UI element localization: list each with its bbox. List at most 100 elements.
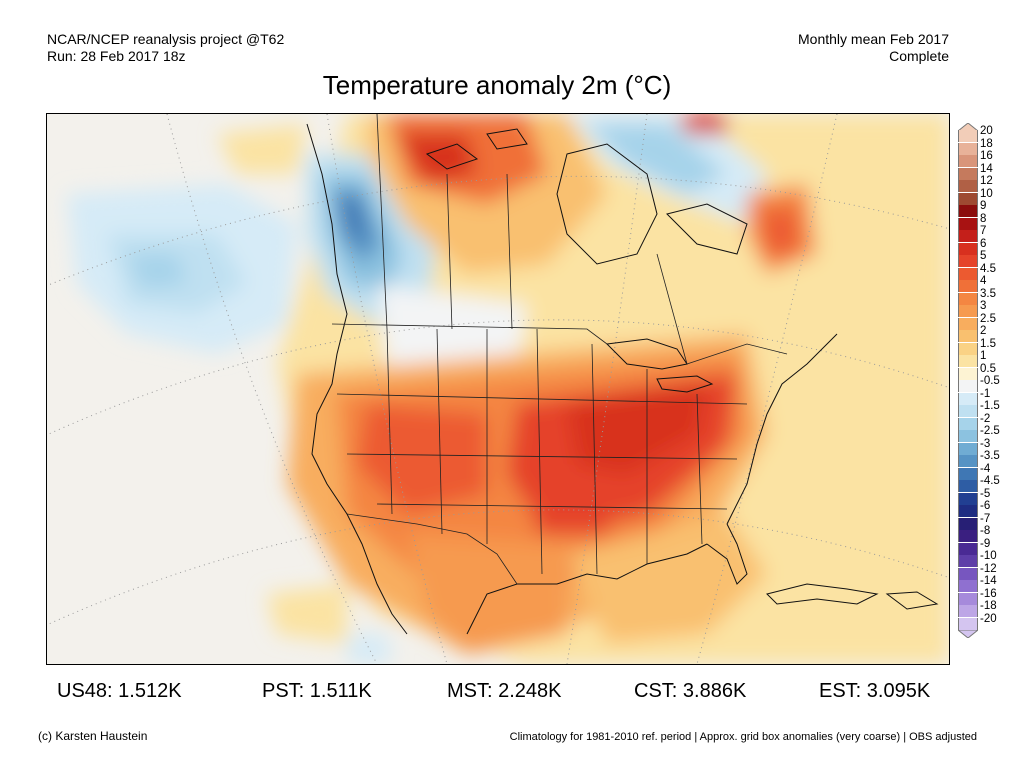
colorbar-swatch: [958, 567, 978, 580]
colorbar-label: -4: [980, 462, 991, 475]
colorbar-swatch: [958, 142, 978, 155]
stat-us48: US48: 1.512K: [57, 680, 182, 702]
colorbar-label: 9: [980, 200, 987, 212]
colorbar-swatch: [958, 580, 978, 592]
colorbar-swatch: [958, 392, 978, 405]
colorbar-swatch: [958, 167, 978, 180]
colorbar-label: -1: [980, 387, 991, 400]
colorbar-swatch: [958, 330, 978, 342]
colorbar-label: 8: [980, 212, 987, 225]
colorbar-swatch: [958, 592, 978, 605]
map-canvas: [47, 114, 949, 664]
colorbar-label: -3.5: [980, 450, 1000, 462]
colorbar-label: 0.5: [980, 362, 996, 375]
graticule: [47, 114, 949, 664]
colorbar-swatch: [958, 267, 978, 280]
climatology-note: Climatology for 1981-2010 ref. period | …: [509, 731, 977, 743]
status-text: Complete: [889, 48, 949, 64]
colorbar-swatch: [958, 505, 978, 517]
run-text: Run: 28 Feb 2017 18z: [47, 48, 186, 64]
colorbar-label: 20: [980, 125, 993, 137]
colorbar-swatch: [958, 305, 978, 317]
colorbar-label: 6: [980, 237, 987, 250]
colorbar-top-arrow: [958, 123, 978, 131]
colorbar-swatch: [958, 205, 978, 217]
colorbar-label: -0.5: [980, 375, 1000, 387]
colorbar-swatch: [958, 417, 978, 430]
colorbar-swatch: [958, 367, 978, 380]
colorbar-label: 2: [980, 325, 987, 337]
coastlines: [306, 123, 939, 635]
colorbar-swatch: [958, 230, 978, 242]
colorbar-swatch: [958, 617, 978, 630]
colorbar-swatch: [958, 467, 978, 480]
colorbar-label: 3: [980, 300, 987, 312]
colorbar-swatch: [958, 405, 978, 417]
colorbar-swatch: [958, 280, 978, 292]
colorbar-bottom-arrow: [958, 630, 978, 638]
stat-pst: PST: 1.511K: [262, 680, 372, 702]
credit-text: (c) Karsten Haustein: [38, 729, 148, 743]
colorbar-label: 14: [980, 162, 993, 175]
header-right: Monthly mean Feb 2017 Complete: [798, 31, 949, 65]
colorbar-swatch: [958, 255, 978, 267]
colorbar-swatch: [958, 555, 978, 567]
stat-cst: CST: 3.886K: [634, 680, 747, 702]
colorbar-label: -1.5: [980, 400, 1000, 412]
source-text: NCAR/NCEP reanalysis project @T62: [47, 31, 285, 47]
colorbar-swatch: [958, 380, 978, 392]
colorbar-swatch: [958, 480, 978, 492]
colorbar-swatch: [958, 242, 978, 255]
stat-mst: MST: 2.248K: [447, 680, 562, 702]
colorbar-label: -3: [980, 437, 991, 450]
colorbar-swatch: [958, 442, 978, 455]
colorbar-swatch: [958, 605, 978, 617]
colorbar-label: -12: [980, 562, 997, 575]
colorbar-label: 5: [980, 250, 987, 262]
colorbar-label: 2.5: [980, 312, 996, 325]
colorbar-label: 3.5: [980, 287, 996, 300]
colorbar-swatch: [958, 217, 978, 230]
colorbar-swatch: [958, 542, 978, 555]
anomaly-shading: [67, 114, 949, 664]
colorbar-label: -8: [980, 525, 991, 537]
colorbar-label: 4: [980, 275, 987, 287]
colorbar-swatch: [958, 130, 978, 142]
colorbar-label: -4.5: [980, 475, 1000, 487]
colorbar-label: 1: [980, 350, 987, 362]
colorbar-label: 7: [980, 225, 987, 237]
anomaly-map: [46, 113, 950, 665]
colorbar-label: -7: [980, 512, 991, 525]
colorbar-label: 18: [980, 137, 993, 150]
colorbar-swatch: [958, 292, 978, 305]
colorbar-label: 16: [980, 150, 993, 162]
map-title: Temperature anomaly 2m (°C): [322, 70, 672, 100]
colorbar-swatch: [958, 455, 978, 467]
colorbar-label: -16: [980, 587, 997, 600]
colorbar-swatch: [958, 517, 978, 530]
period-text: Monthly mean Feb 2017: [798, 31, 949, 47]
colorbar-label: -2: [980, 412, 991, 425]
colorbar-label: -5: [980, 487, 991, 500]
colorbar-label: -6: [980, 500, 991, 512]
stat-est: EST: 3.095K: [819, 680, 931, 702]
colorbar-label: -18: [980, 600, 997, 612]
colorbar-label: 10: [980, 187, 993, 200]
colorbar-label: -14: [980, 575, 997, 587]
colorbar-swatch: [958, 155, 978, 167]
colorbar-swatch: [958, 492, 978, 505]
colorbar-swatch: [958, 317, 978, 330]
colorbar-swatch: [958, 342, 978, 355]
colorbar-label: -2.5: [980, 425, 1000, 437]
colorbar-label: -10: [980, 550, 997, 562]
regional-stats: US48: 1.512K PST: 1.511K MST: 2.248K CST…: [0, 680, 1024, 706]
colorbar-label: -9: [980, 537, 991, 550]
political-borders: [331, 114, 788, 585]
colorbar-label: 4.5: [980, 262, 996, 275]
colorbar-swatch: [958, 180, 978, 192]
colorbar-swatch: [958, 192, 978, 205]
header-left: NCAR/NCEP reanalysis project @T62 Run: 2…: [47, 31, 284, 65]
colorbar-label: -20: [980, 612, 997, 625]
colorbar-swatch: [958, 530, 978, 542]
colorbar-label: 1.5: [980, 337, 996, 350]
